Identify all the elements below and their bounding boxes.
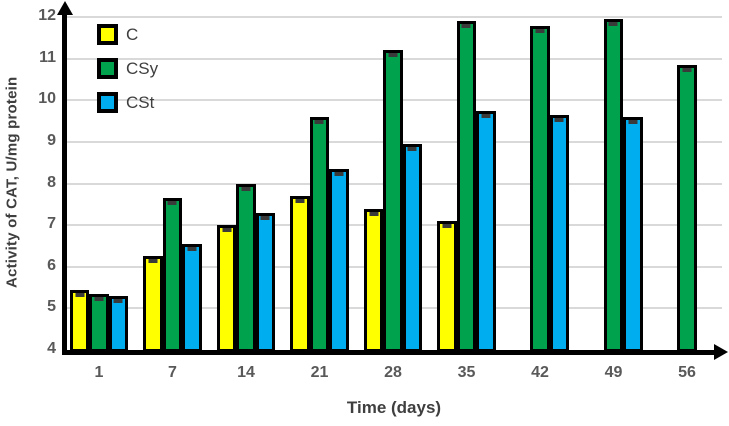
x-tick-label-35: 35 (457, 364, 476, 381)
bar-C-day14 (216, 225, 237, 352)
gridline-12 (67, 16, 722, 19)
error-bar-cap (75, 292, 85, 297)
error-bar-cap (388, 53, 398, 58)
bar-CSt-day49 (623, 117, 643, 352)
bar-CSy-day28 (383, 50, 403, 352)
x-tick-label-1: 1 (94, 364, 104, 381)
error-bar-cap (113, 298, 123, 303)
error-bar-cap (148, 259, 158, 264)
y-tick-label-5: 5 (47, 298, 56, 316)
y-tick-label-10: 10 (38, 90, 56, 108)
y-axis-line (62, 10, 67, 355)
x-tick-label-7: 7 (168, 364, 177, 381)
y-tick-label-6: 6 (47, 256, 56, 274)
error-bar-cap (481, 113, 491, 118)
y-tick-label-9: 9 (47, 132, 56, 149)
error-bar-cap (222, 228, 232, 233)
bar-CSy-day21 (309, 117, 330, 352)
x-axis-line (62, 350, 716, 355)
bar-CSy-day7 (162, 198, 183, 352)
x-tick-label-42: 42 (531, 364, 549, 381)
bar-C-day7 (143, 256, 163, 352)
bar-CSy-day49 (603, 19, 624, 352)
error-bar-cap (628, 120, 638, 125)
bar-C-day21 (290, 196, 310, 352)
x-tick-label-56: 56 (678, 364, 696, 381)
legend-label-c: C (126, 24, 139, 44)
bar-CSy-day35 (456, 21, 477, 352)
error-bar-cap (554, 117, 564, 122)
error-bar-cap (187, 246, 197, 251)
error-bar-cap (94, 296, 104, 301)
bar-CSy-day56 (677, 65, 697, 352)
x-tick-label-49: 49 (604, 364, 623, 381)
error-bar-cap (369, 211, 379, 216)
y-tick-label-11: 11 (39, 48, 56, 66)
bar-CSt-day14 (255, 212, 276, 352)
x-axis-title: Time (days) (346, 398, 442, 417)
y-tick-label-4: 4 (47, 340, 56, 357)
error-bar-cap (167, 201, 177, 206)
y-tick-label-12: 12 (38, 7, 56, 25)
x-axis-arrow-icon (714, 344, 728, 360)
y-tick-label-8: 8 (47, 173, 56, 191)
bar-CSt-day21 (329, 169, 349, 352)
error-bar-cap (314, 120, 324, 125)
legend-swatch-csy (97, 58, 118, 79)
legend: C CSy CSt (97, 24, 158, 113)
y-axis-arrow-icon (57, 1, 73, 15)
legend-label-cst: CSt (126, 92, 155, 112)
legend-label-csy: CSy (126, 58, 159, 78)
x-tick-label-21: 21 (310, 364, 329, 381)
error-bar-cap (407, 147, 417, 152)
bar-CSt-day1 (108, 295, 129, 352)
error-bar-cap (535, 28, 545, 33)
legend-item-cst: CSt (97, 92, 158, 113)
bar-C-day28 (363, 208, 384, 352)
legend-swatch-cst (97, 92, 118, 113)
bar-CSt-day28 (402, 144, 423, 352)
bar-CSt-day35 (476, 110, 496, 352)
legend-swatch-c (97, 24, 118, 45)
bar-CSy-day14 (236, 183, 256, 352)
y-tick-label-7: 7 (47, 215, 56, 233)
error-bar-cap (241, 186, 251, 191)
bar-CSt-day7 (182, 243, 202, 352)
legend-item-c: C (97, 24, 158, 45)
error-bar-cap (442, 224, 452, 229)
error-bar-cap (608, 22, 618, 27)
x-tick-label-28: 28 (384, 364, 402, 381)
x-tick-label-14: 14 (237, 364, 255, 381)
error-bar-cap (334, 172, 344, 177)
error-bar-cap (461, 24, 471, 29)
bar-CSy-day42 (530, 25, 550, 352)
error-bar-cap (295, 199, 305, 204)
bar-C-day1 (69, 289, 90, 352)
error-bar-cap (682, 68, 692, 73)
legend-item-csy: CSy (97, 58, 158, 79)
bar-C-day35 (437, 221, 457, 352)
bar-CSt-day42 (549, 114, 570, 352)
bar-CSy-day1 (89, 293, 109, 352)
error-bar-cap (260, 215, 270, 220)
